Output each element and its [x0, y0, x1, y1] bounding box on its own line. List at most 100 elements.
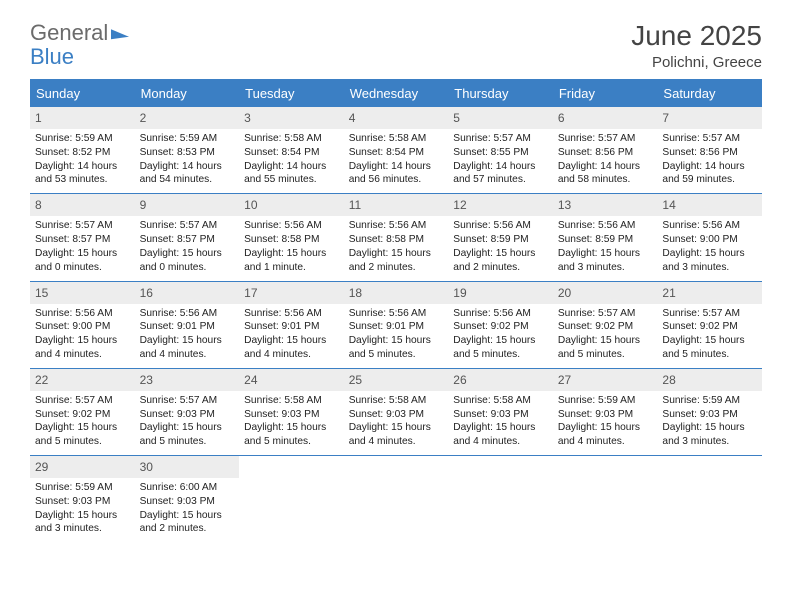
day2-text: and 4 minutes. [35, 348, 131, 362]
sunset-text: Sunset: 8:52 PM [35, 146, 131, 160]
day1-text: Daylight: 15 hours [140, 334, 236, 348]
sunset-text: Sunset: 9:01 PM [349, 320, 445, 334]
calendar-cell: 5Sunrise: 5:57 AMSunset: 8:55 PMDaylight… [448, 107, 553, 193]
week-row: 1Sunrise: 5:59 AMSunset: 8:52 PMDaylight… [30, 107, 762, 194]
day1-text: Daylight: 15 hours [662, 247, 758, 261]
week-row: 8Sunrise: 5:57 AMSunset: 8:57 PMDaylight… [30, 194, 762, 281]
day2-text: and 58 minutes. [558, 173, 654, 187]
sunrise-text: Sunrise: 5:56 AM [140, 307, 236, 321]
day2-text: and 5 minutes. [558, 348, 654, 362]
day2-text: and 3 minutes. [662, 435, 758, 449]
calendar-cell: 19Sunrise: 5:56 AMSunset: 9:02 PMDayligh… [448, 282, 553, 368]
day1-text: Daylight: 15 hours [35, 509, 131, 523]
date-number: 26 [448, 369, 553, 391]
location-subtitle: Polichni, Greece [631, 54, 762, 71]
sunrise-text: Sunrise: 5:57 AM [558, 132, 654, 146]
day1-text: Daylight: 14 hours [35, 160, 131, 174]
logo-sail-icon [111, 27, 129, 40]
sunset-text: Sunset: 9:02 PM [453, 320, 549, 334]
day2-text: and 4 minutes. [558, 435, 654, 449]
date-number: 27 [553, 369, 658, 391]
date-number: 19 [448, 282, 553, 304]
calendar-cell: 3 Sunrise: 5:58 AMSunset: 8:54 PMDaylight… [239, 107, 344, 193]
week-row: 22 Sunrise: 5:57 AM Sunset: 9:02 PM Dayligh… [30, 369, 762, 456]
calendar-cell: 4Sunrise: 5:58 AMSunset: 8:54 PMDaylight… [344, 107, 449, 193]
date-number: 9 [135, 194, 240, 216]
day1-text: Daylight: 15 hours [140, 421, 236, 435]
date-number: 23 [135, 369, 240, 391]
day1-text: Daylight: 15 hours [558, 247, 654, 261]
day1-text: Daylight: 15 hours [349, 334, 445, 348]
sunset-text: Sunset: 8:59 PM [558, 233, 654, 247]
calendar-cell: 11Sunrise: 5:56 AMSunset: 8:58 PMDayligh… [344, 194, 449, 280]
sunset-text: Sunset: 9:02 PM [558, 320, 654, 334]
sunrise-text: Sunrise: 5:57 AM [662, 132, 758, 146]
date-number: 25 [344, 369, 449, 391]
calendar-cell: 26Sunrise: 5:58 AMSunset: 9:03 PMDayligh… [448, 369, 553, 455]
date-number: 17 [239, 282, 344, 304]
sunset-text: Sunset: 8:56 PM [558, 146, 654, 160]
date-number: 20 [553, 282, 658, 304]
sunset-text: Sunset: 9:03 PM [349, 408, 445, 422]
day2-text: and 5 minutes. [140, 435, 236, 449]
day2-text: and 3 minutes. [662, 261, 758, 275]
day2-text: and 4 minutes. [349, 435, 445, 449]
calendar-cell-empty [448, 456, 553, 542]
day1-text: Daylight: 14 hours [244, 160, 340, 174]
day2-text: and 4 minutes. [244, 348, 340, 362]
calendar-cell: 30Sunrise: 6:00 AMSunset: 9:03 PMDayligh… [135, 456, 240, 542]
day2-text: and 0 minutes. [35, 261, 131, 275]
day2-text: and 4 minutes. [453, 435, 549, 449]
day-header-tuesday: Tuesday [239, 81, 344, 107]
sunset-text: Sunset: 9:03 PM [558, 408, 654, 422]
sunset-text: Sunset: 9:03 PM [35, 495, 131, 509]
sunrise-text: Sunrise: 5:59 AM [662, 394, 758, 408]
sunset-text: Sunset: 9:03 PM [662, 408, 758, 422]
calendar-cell-empty [239, 456, 344, 542]
sunset-text: Sunset: 9:03 PM [140, 408, 236, 422]
day1-text: Daylight: 15 hours [558, 334, 654, 348]
day1-text: Daylight: 15 hours [140, 247, 236, 261]
day2-text: and 3 minutes. [35, 522, 131, 536]
date-number: 24 [239, 369, 344, 391]
date-number: 12 [448, 194, 553, 216]
day1-text: Daylight: 15 hours [453, 247, 549, 261]
date-number: 2 [135, 107, 240, 129]
sunset-text: Sunset: 8:58 PM [349, 233, 445, 247]
sunrise-text: Sunrise: 5:57 AM [140, 394, 236, 408]
day2-text: and 1 minute. [244, 261, 340, 275]
day1-text: Daylight: 15 hours [35, 247, 131, 261]
date-number: 18 [344, 282, 449, 304]
sunset-text: Sunset: 9:00 PM [662, 233, 758, 247]
date-number: 3 [239, 107, 344, 129]
sunrise-text: Sunrise: 5:56 AM [244, 307, 340, 321]
day2-text: and 53 minutes. [35, 173, 131, 187]
sunset-text: Sunset: 8:54 PM [244, 146, 340, 160]
day-header-thursday: Thursday [448, 81, 553, 107]
sunrise-text: Sunrise: 5:58 AM [244, 132, 340, 146]
calendar-cell: 18Sunrise: 5:56 AMSunset: 9:01 PMDayligh… [344, 282, 449, 368]
day1-text: Daylight: 15 hours [453, 421, 549, 435]
day1-text: Daylight: 15 hours [244, 421, 340, 435]
sunrise-text: Sunrise: 5:56 AM [244, 219, 340, 233]
calendar-cell: 2Sunrise: 5:59 AMSunset: 8:53 PMDaylight… [135, 107, 240, 193]
sunset-text: Sunset: 9:02 PM [35, 408, 131, 422]
day1-text: Daylight: 15 hours [244, 334, 340, 348]
calendar-cell: 15Sunrise: 5:56 AMSunset: 9:00 PMDayligh… [30, 282, 135, 368]
calendar-cell: 6Sunrise: 5:57 AMSunset: 8:56 PMDaylight… [553, 107, 658, 193]
date-number: 16 [135, 282, 240, 304]
calendar-cell-empty [657, 456, 762, 542]
calendar-cell: 24Sunrise: 5:58 AMSunset: 9:03 PMDayligh… [239, 369, 344, 455]
date-number: 22 [30, 369, 135, 391]
date-number: 4 [344, 107, 449, 129]
calendar-cell: 27Sunrise: 5:59 AMSunset: 9:03 PMDayligh… [553, 369, 658, 455]
day2-text: and 2 minutes. [453, 261, 549, 275]
day1-text: Daylight: 14 hours [558, 160, 654, 174]
day-header-wednesday: Wednesday [344, 81, 449, 107]
sunset-text: Sunset: 9:01 PM [244, 320, 340, 334]
calendar-cell: 28Sunrise: 5:59 AMSunset: 9:03 PMDayligh… [657, 369, 762, 455]
date-number: 30 [135, 456, 240, 478]
calendar-cell: 9Sunrise: 5:57 AMSunset: 8:57 PMDaylight… [135, 194, 240, 280]
day-header-sunday: Sunday [30, 81, 135, 107]
day1-text: Daylight: 15 hours [662, 421, 758, 435]
